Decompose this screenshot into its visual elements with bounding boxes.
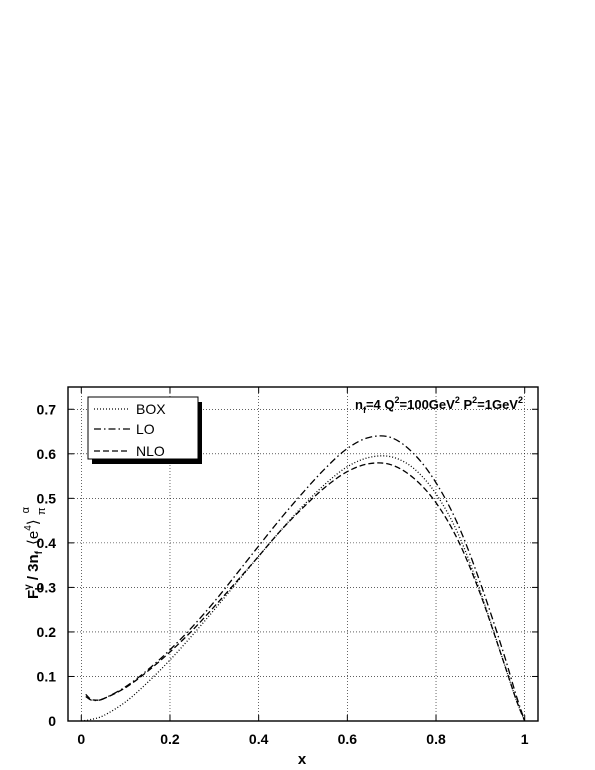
y-tick-label: 0.3 — [37, 579, 57, 595]
x-tick-label: 0 — [77, 731, 85, 747]
x-tick-label: 0.6 — [338, 731, 358, 747]
legend-label-lo: LO — [136, 421, 155, 437]
legend-label-box: BOX — [136, 401, 166, 417]
plot-frame — [67, 386, 539, 722]
parameter-annotation: nf=4 Q2=100GeV2 P2=1GeV2 — [355, 395, 523, 415]
x-axis-label: x — [298, 751, 307, 768]
y-tick-label: 0.5 — [37, 490, 57, 506]
legend: BOX LO NLO — [87, 396, 202, 464]
x-tick-label: 0.2 — [160, 731, 180, 747]
x-tick-label: 1 — [521, 731, 529, 747]
series-line-nlo — [85, 462, 526, 722]
y-tick-label: 0.2 — [37, 624, 57, 640]
y-tick-label: 0.6 — [37, 446, 57, 462]
series-line-lo — [85, 435, 526, 722]
legend-label-nlo: NLO — [136, 443, 165, 459]
y-tick-label: 0.1 — [37, 668, 57, 684]
axis-ticks: 0 0.2 0.4 0.6 0.8 1 0 0.1 0.2 0.3 0.4 0.5 0.6 0.7 — [37, 387, 538, 747]
y-tick-label: 0.4 — [37, 535, 57, 551]
series-line-box — [81, 455, 526, 722]
y-tick-label: 0 — [48, 713, 56, 729]
y-axis-label: FγL/ 3nf⟨e4⟩α π — [20, 506, 48, 599]
y-tick-label: 0.7 — [37, 401, 57, 417]
x-tick-label: 0.8 — [426, 731, 446, 747]
x-tick-label: 0.4 — [249, 731, 269, 747]
series-layer — [81, 435, 526, 722]
legend-box — [87, 396, 199, 460]
